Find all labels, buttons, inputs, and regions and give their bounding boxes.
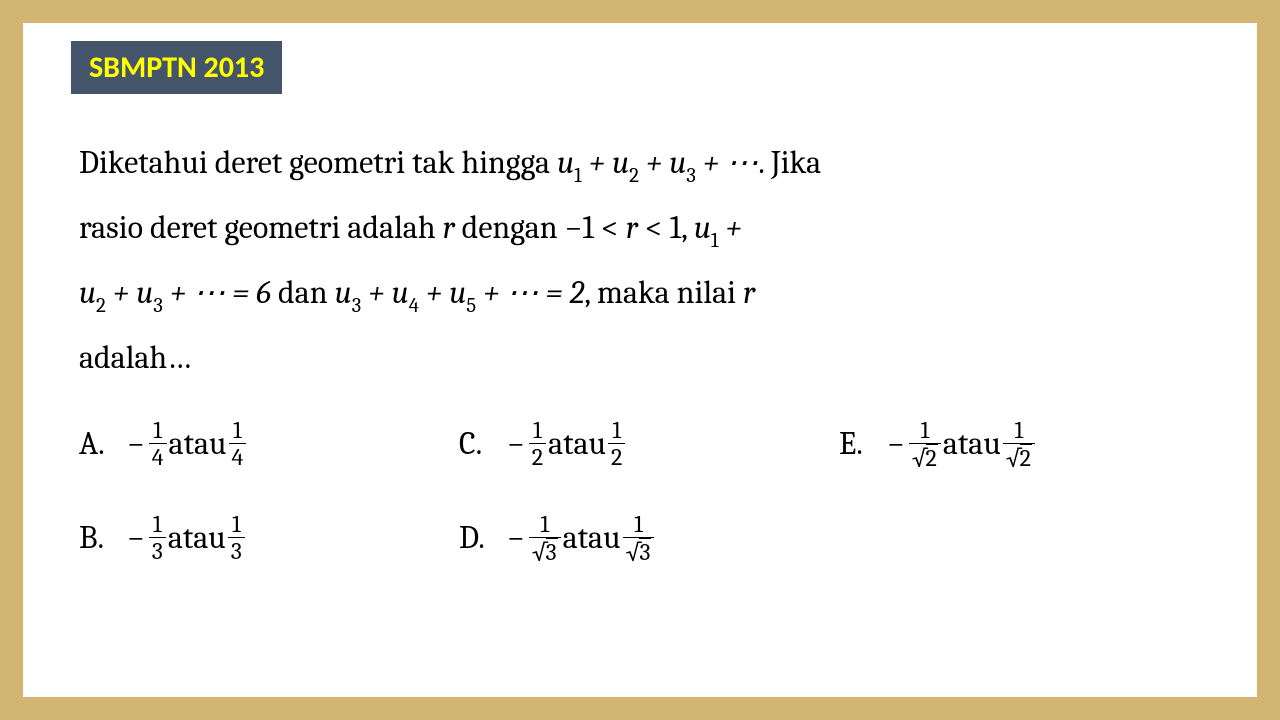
sqrt-icon: 3 xyxy=(532,538,558,565)
question-text: Diketahui deret geometri tak hingga u1 +… xyxy=(79,131,1201,390)
frac-den: 2 xyxy=(529,443,546,470)
fraction-a-pos: 1 4 xyxy=(229,417,247,471)
option-b: B. − 1 3 atau 1 3 xyxy=(79,506,459,570)
sqrt-icon: 3 xyxy=(626,538,652,565)
fraction-a-neg: 1 4 xyxy=(149,417,167,471)
minus-sign: − xyxy=(127,506,145,570)
fraction-b-neg: 1 3 xyxy=(149,511,166,565)
fraction-c-neg: 1 2 xyxy=(529,417,546,471)
option-d-label: D. xyxy=(459,506,507,570)
frac-den: 3 xyxy=(529,537,561,565)
fraction-e-pos: 1 2 xyxy=(1003,417,1035,472)
minus-sign: − xyxy=(507,412,525,476)
q-dan: dan xyxy=(271,274,335,311)
frac-den: 2 xyxy=(1003,443,1035,471)
atau-d: atau xyxy=(563,506,621,570)
frac-num: 1 xyxy=(230,417,245,443)
fraction-e-neg: 1 2 xyxy=(909,417,941,472)
frac-den: 4 xyxy=(229,443,247,470)
options-grid: A. − 1 4 atau 1 4 C. − 1 2 a xyxy=(79,412,1201,570)
frac-num: 1 xyxy=(631,511,646,537)
sum-expr-full: u2 + u3 + ⋯ = 6 xyxy=(79,274,271,311)
empty-cell xyxy=(839,506,1201,570)
frac-den: 3 xyxy=(228,537,245,564)
frac-num: 1 xyxy=(150,511,165,537)
fraction-b-pos: 1 3 xyxy=(228,511,245,565)
atau-a: atau xyxy=(169,412,227,476)
var-r-2: r xyxy=(626,209,638,246)
option-c-label: C. xyxy=(459,412,507,476)
q-part2: rasio deret geometri adalah xyxy=(79,209,443,246)
fraction-c-pos: 1 2 xyxy=(608,417,625,471)
q-part1b: . Jika xyxy=(758,144,821,181)
sum-begin: u1 + xyxy=(694,209,742,246)
minus-sign: − xyxy=(127,412,145,476)
option-b-label: B. xyxy=(79,506,127,570)
sqrt-icon: 2 xyxy=(1006,444,1032,471)
content-area: Diketahui deret geometri tak hingga u1 +… xyxy=(79,131,1201,570)
atau-c: atau xyxy=(548,412,606,476)
frac-den: 2 xyxy=(608,443,625,470)
q-part1: Diketahui deret geometri tak hingga xyxy=(79,144,557,181)
frac-num: 1 xyxy=(917,417,932,443)
atau-e: atau xyxy=(943,412,1001,476)
frac-den: 3 xyxy=(149,537,166,564)
var-r-3: r xyxy=(743,274,755,311)
frac-num: 1 xyxy=(229,511,244,537)
q-part2c: < 1, xyxy=(638,209,694,246)
sum-expr-2: u3 + u4 + u5 + ⋯ = 2 xyxy=(335,274,585,311)
fraction-d-pos: 1 3 xyxy=(623,511,655,566)
option-e: E. − 1 2 atau 1 2 xyxy=(839,412,1201,476)
option-d: D. − 1 3 atau 1 3 xyxy=(459,506,839,570)
minus-sign: − xyxy=(507,506,525,570)
frac-num: 1 xyxy=(609,417,624,443)
radicand: 3 xyxy=(639,538,651,565)
fraction-d-neg: 1 3 xyxy=(529,511,561,566)
radicand: 3 xyxy=(546,538,558,565)
radicand: 2 xyxy=(1020,444,1032,471)
exam-badge: SBMPTN 2013 xyxy=(71,41,282,94)
frac-den: 3 xyxy=(623,537,655,565)
var-r-1: r xyxy=(443,209,455,246)
series-expr-1: u1 + u2 + u3 + ⋯ xyxy=(557,144,758,181)
frac-num: 1 xyxy=(537,511,552,537)
frac-num: 1 xyxy=(530,417,545,443)
sqrt-icon: 2 xyxy=(912,444,938,471)
atau-b: atau xyxy=(168,506,226,570)
minus-sign: − xyxy=(887,412,905,476)
q-part2b: dengan −1 < xyxy=(455,209,626,246)
frac-den: 4 xyxy=(149,443,167,470)
q-part3b: , maka nilai xyxy=(584,274,743,311)
frac-den: 2 xyxy=(909,443,941,471)
card: SBMPTN 2013 Diketahui deret geometri tak… xyxy=(23,23,1257,697)
option-c: C. − 1 2 atau 1 2 xyxy=(459,412,839,476)
radicand: 2 xyxy=(926,444,938,471)
frac-num: 1 xyxy=(150,417,165,443)
frac-num: 1 xyxy=(1012,417,1027,443)
option-a: A. − 1 4 atau 1 4 xyxy=(79,412,459,476)
option-a-label: A. xyxy=(79,412,127,476)
q-part4: adalah… xyxy=(79,339,191,376)
option-e-label: E. xyxy=(839,412,887,476)
